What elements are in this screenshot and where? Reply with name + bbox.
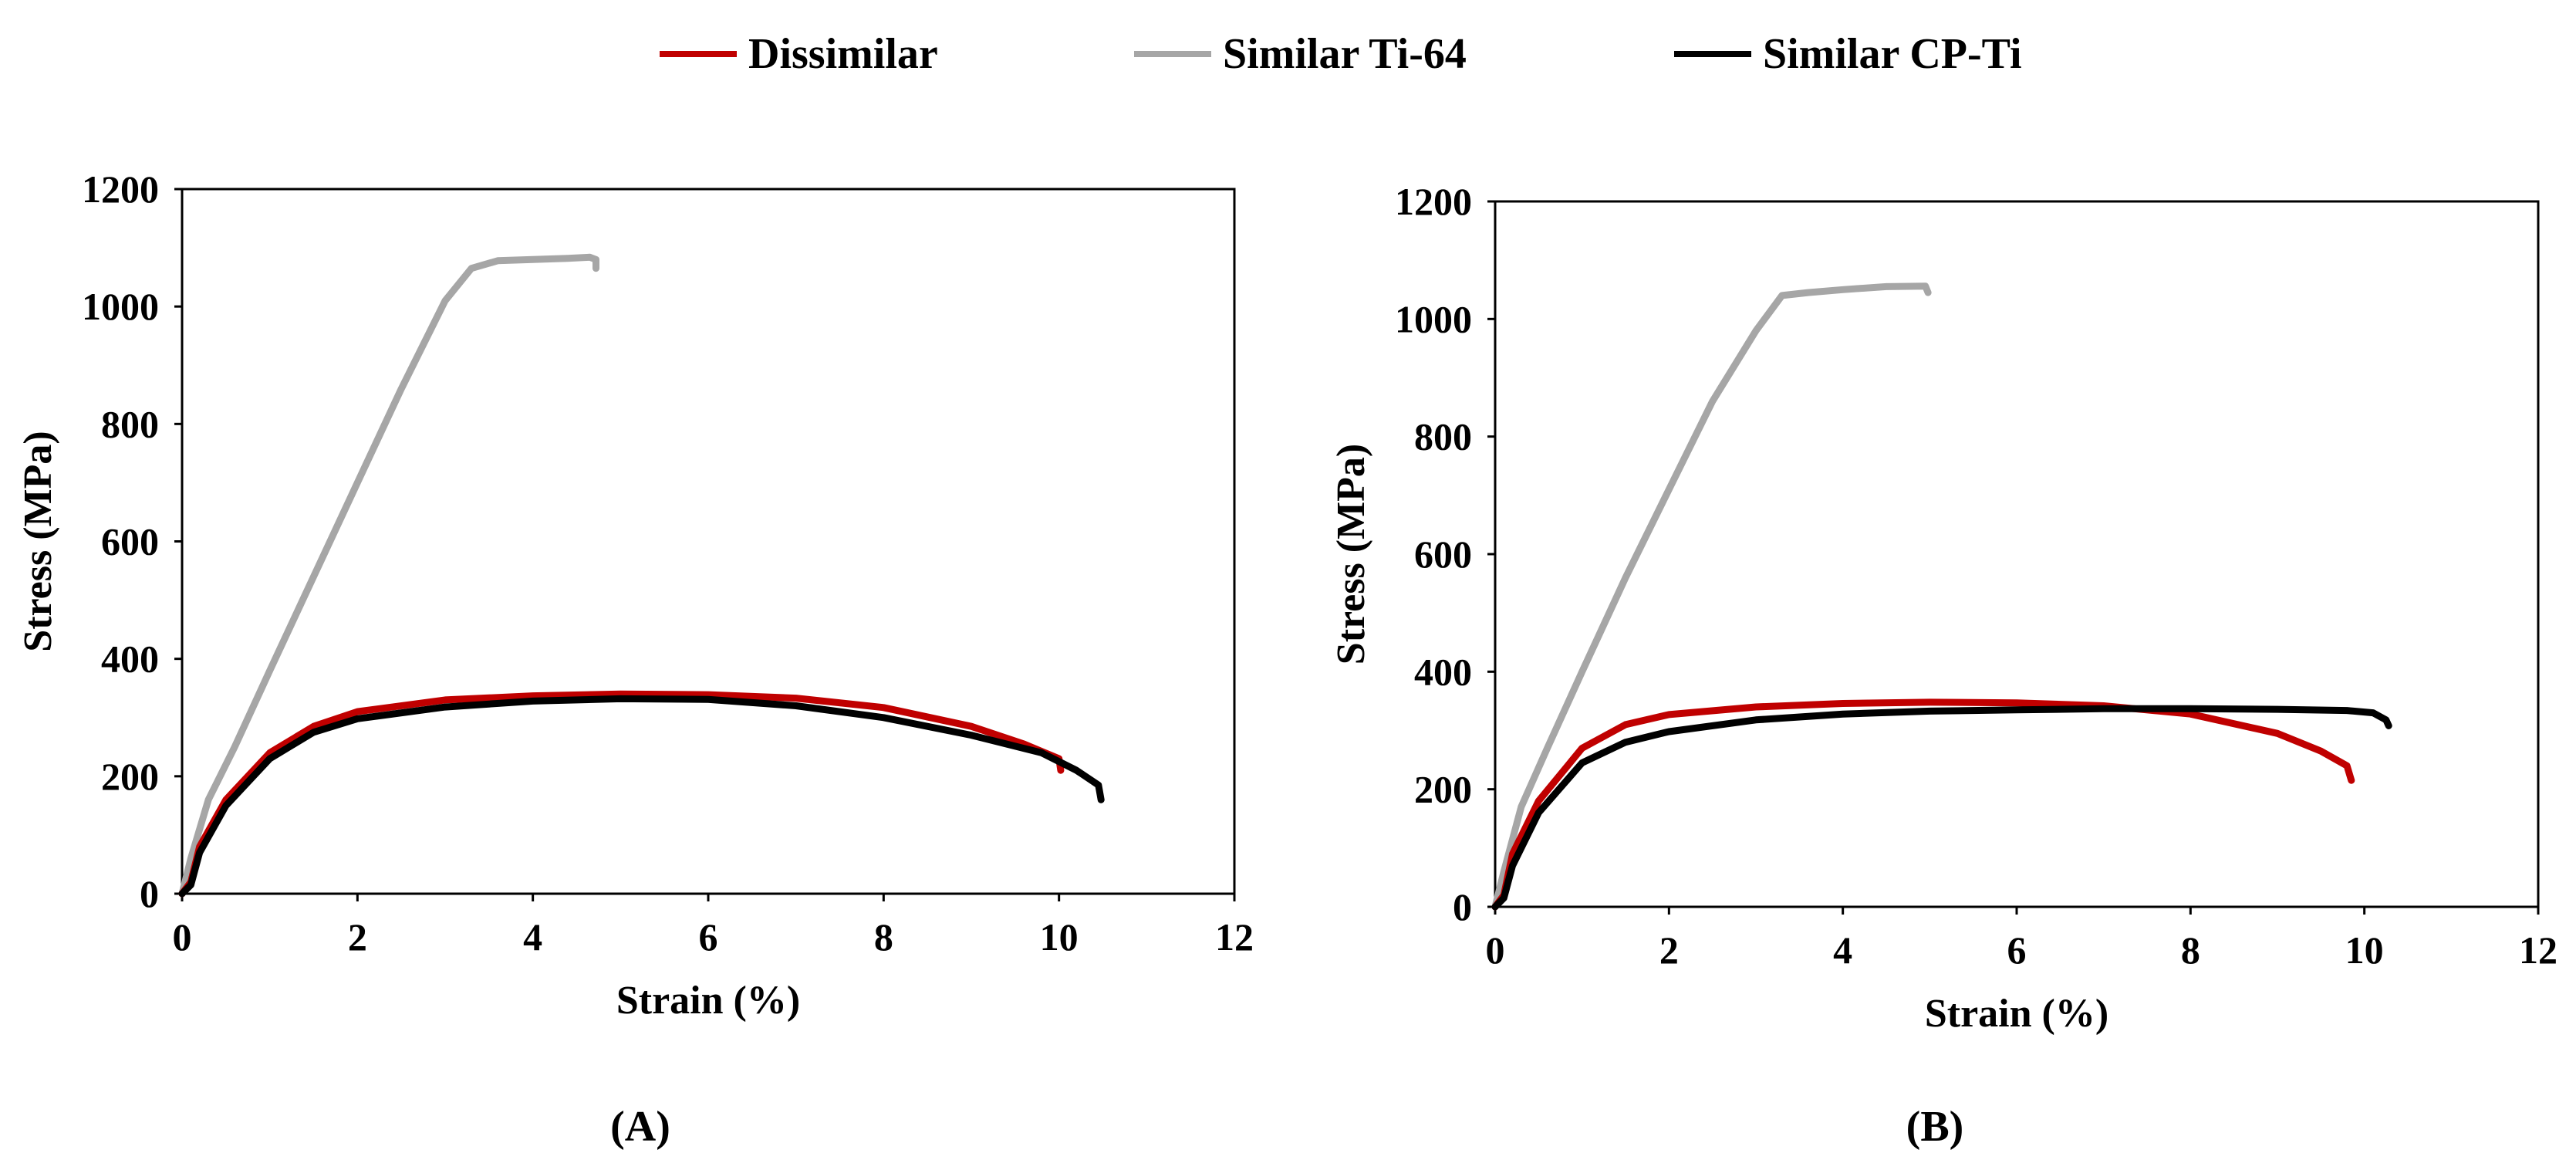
x-tick-label-b: 2: [1659, 928, 1679, 972]
x-tick-label-a: 10: [1040, 915, 1079, 959]
series-line-dissimilar-b: [1491, 698, 2355, 911]
y-tick-label-a: 800: [101, 402, 159, 445]
x-axis-title-a: Strain (%): [616, 979, 800, 1023]
series-line-similar-cp-ti-b: [1491, 705, 2392, 911]
y-tick-label-a: 200: [101, 755, 159, 798]
panel-label-a: (A): [610, 1103, 670, 1151]
y-tick-label-b: 0: [1453, 885, 1472, 928]
y-tick-label-a: 600: [101, 520, 159, 563]
x-tick-label-a: 2: [348, 915, 367, 959]
series-line-similar-cp-ti-a: [178, 695, 1105, 898]
legend-label-similar-cp-ti: Similar CP-Ti: [1763, 30, 2022, 78]
legend: Dissimilar Similar Ti-64 Similar CP-Ti: [660, 30, 2022, 78]
y-axis-title-b: Stress (MPa): [1329, 444, 1373, 664]
x-tick-label-b: 12: [2519, 928, 2557, 972]
y-tick-label-b: 1000: [1395, 297, 1472, 340]
panel-b: 0 2 4 6 8 10 12 0 200 400 600 800 1000 1200 Strain (%)…: [1329, 180, 2557, 1151]
y-tick-label-b: 1200: [1395, 180, 1472, 223]
x-tick-label-b: 0: [1486, 928, 1505, 972]
x-tick-label-b: 10: [2345, 928, 2384, 972]
y-tick-label-b: 800: [1414, 415, 1472, 458]
legend-label-dissimilar: Dissimilar: [748, 30, 938, 78]
y-axis-title-a: Stress (MPa): [16, 431, 60, 651]
y-tick-label-b: 400: [1414, 650, 1472, 693]
y-tick-label-a: 0: [140, 872, 159, 915]
series-line-similar-ti-64-b: [1491, 282, 1932, 911]
plot-area-b: [1494, 200, 2540, 908]
x-tick-label-b: 6: [2007, 928, 2027, 972]
y-tick-label-a: 1200: [82, 167, 159, 211]
x-tick-label-b: 8: [2181, 928, 2200, 972]
x-tick-label-a: 4: [523, 915, 542, 959]
plot-area-a: [181, 188, 1236, 895]
panel-a: 0 2 4 6 8 10 12 0 200 400 600 800 1000 1200 Strain (%)…: [16, 167, 1254, 1151]
x-axis-title-b: Strain (%): [1925, 992, 2108, 1036]
legend-label-similar-ti-64: Similar Ti-64: [1223, 30, 1467, 78]
x-tick-label-a: 0: [173, 915, 192, 959]
x-tick-label-a: 6: [699, 915, 718, 959]
y-tick-label-a: 1000: [82, 285, 159, 328]
x-tick-label-a: 12: [1215, 915, 1254, 959]
y-tick-label-b: 200: [1414, 768, 1472, 811]
x-tick-label-a: 8: [874, 915, 893, 959]
y-tick-label-a: 400: [101, 637, 159, 681]
series-line-similar-ti-64-a: [178, 253, 599, 898]
y-tick-label-b: 600: [1414, 533, 1472, 576]
panel-label-b: (B): [1906, 1103, 1964, 1151]
x-tick-label-b: 4: [1833, 928, 1852, 972]
